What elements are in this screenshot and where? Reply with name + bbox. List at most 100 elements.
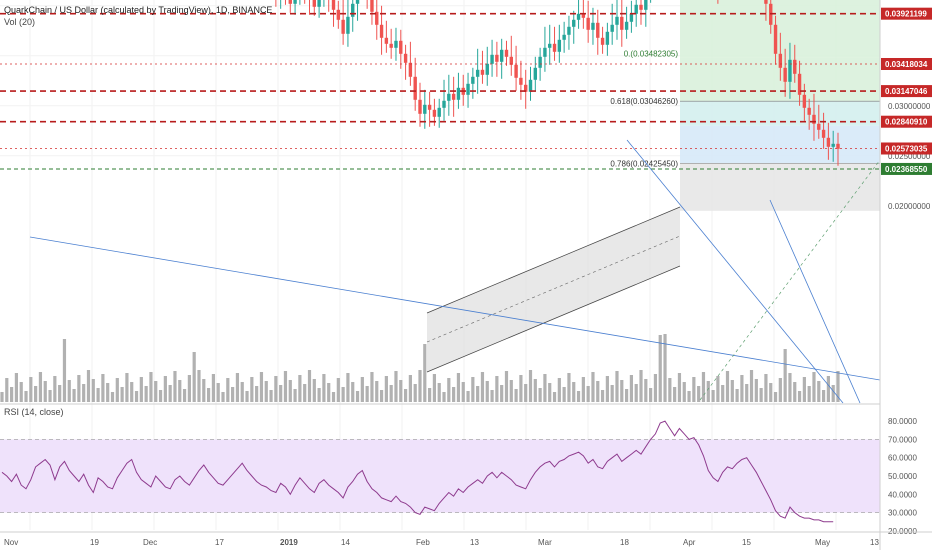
time-tick: 13 — [870, 538, 879, 547]
volume-bar — [533, 379, 537, 402]
time-tick: Dec — [143, 538, 157, 547]
volume-bar — [134, 391, 139, 402]
candle-body — [351, 3, 355, 17]
volume-bar — [10, 387, 14, 402]
volume-bar — [673, 387, 677, 402]
candle-body — [572, 19, 576, 27]
price-badge-label: 0.03921199 — [885, 10, 927, 19]
candle-body — [408, 62, 413, 77]
candles — [275, 0, 840, 166]
channel-mid — [426, 235, 681, 343]
volume-bar — [653, 374, 658, 402]
volume-bar — [831, 385, 835, 402]
volume-bar — [418, 370, 422, 402]
candle-body — [389, 43, 393, 48]
volume-bar — [793, 382, 797, 402]
volume-bar — [355, 391, 360, 402]
axis-bg — [880, 0, 932, 550]
volume-bar — [245, 391, 249, 402]
volume-bar — [48, 390, 52, 402]
candle-body — [538, 56, 542, 68]
volume-bar — [187, 375, 191, 402]
candle-body — [836, 143, 840, 149]
rsi-tick: 80.0000 — [888, 417, 917, 426]
volume-bar — [677, 373, 682, 402]
volume-bar — [649, 388, 653, 402]
volume-bar — [154, 381, 158, 402]
candle-body — [403, 53, 408, 63]
volume-bar — [562, 387, 566, 402]
candle-body — [562, 34, 566, 40]
candle-body — [331, 0, 336, 10]
candle-body — [615, 16, 619, 25]
fib-label: 0.786(0.02425450) — [610, 159, 678, 168]
volume-bar — [466, 391, 470, 402]
candle-body — [524, 84, 528, 92]
rsi-pane — [0, 403, 932, 523]
rsi-band — [0, 439, 880, 513]
candle-body — [581, 13, 586, 18]
volume-bar — [817, 381, 821, 402]
volume-bar — [514, 389, 518, 402]
fib-partial-label: 0.(0.03482305) — [624, 50, 679, 59]
volume-bar — [783, 349, 787, 402]
volume-bar — [615, 371, 619, 402]
rsi-tick: 60.0000 — [888, 454, 917, 463]
candle-body — [379, 24, 384, 38]
volume-bar — [197, 370, 201, 402]
volume-bar — [639, 370, 643, 402]
candle-body — [528, 79, 533, 92]
volume-bar — [543, 374, 547, 402]
price-badge-label: 0.02840910 — [885, 118, 928, 127]
candle-body — [773, 24, 778, 54]
candle-body — [509, 56, 513, 65]
volume-bar — [327, 383, 331, 402]
candle-body — [346, 16, 350, 34]
ascending-channel[interactable] — [426, 206, 681, 373]
volume-bar — [428, 388, 432, 402]
volume-bar — [120, 387, 124, 402]
volume-bar — [524, 384, 528, 402]
volume-bar — [360, 377, 364, 402]
steep-trendline — [769, 199, 861, 404]
volume-bar — [384, 376, 388, 402]
volume-bar — [442, 392, 446, 402]
candle-body — [831, 143, 835, 147]
rsi-label: RSI (14, close) — [4, 407, 64, 417]
candle-body — [788, 59, 792, 82]
volume-bar — [264, 381, 268, 402]
volume-bar — [19, 382, 23, 402]
volume-bar — [298, 375, 302, 402]
volume-bar — [519, 375, 523, 402]
volume-bar — [158, 390, 163, 402]
volume-bar — [336, 378, 340, 402]
volume-bar — [725, 371, 730, 402]
volume-bar — [231, 387, 235, 402]
fib-label: 0.618(0.03046260) — [610, 97, 678, 106]
candle-body — [336, 9, 341, 20]
volume-bar — [706, 381, 710, 402]
time-tick: 18 — [620, 538, 629, 547]
trendlines[interactable] — [29, 139, 881, 404]
volume-bar — [317, 388, 321, 402]
candle-body — [557, 39, 562, 52]
volume-bar — [240, 382, 244, 402]
volume-bar — [86, 370, 91, 402]
volume-bar — [53, 376, 57, 402]
volume-bar — [331, 392, 336, 402]
time-tick: 19 — [90, 538, 99, 547]
candle-body — [471, 76, 475, 84]
volume-bar — [629, 375, 634, 402]
volume-bar — [634, 384, 638, 402]
volume-bar — [663, 334, 667, 402]
volume-bar — [269, 390, 273, 402]
volume-bar — [303, 384, 307, 402]
candle-body — [793, 59, 797, 74]
candle-body — [591, 22, 595, 30]
volume-bar — [67, 380, 71, 402]
long-trendline — [29, 236, 881, 381]
volume-bar — [211, 374, 216, 402]
horizontal-levels[interactable] — [0, 0, 880, 170]
volume-bar — [716, 376, 720, 402]
